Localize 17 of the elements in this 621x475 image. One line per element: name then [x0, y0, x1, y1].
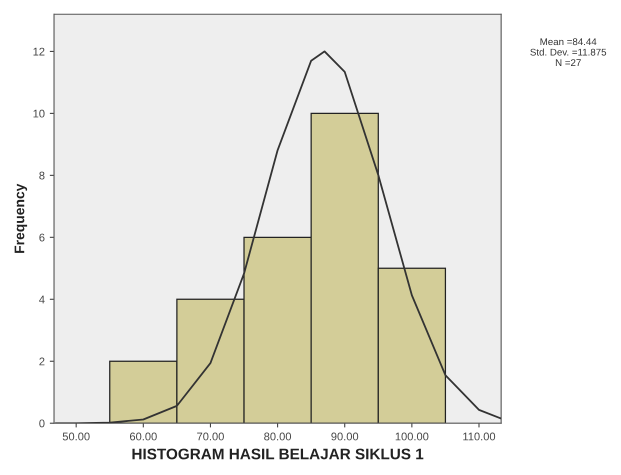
y-tick-label: 10 [33, 110, 45, 118]
text: Mean =84.44 Std. Dev. =11.875 N =27 [530, 38, 606, 66]
y-tick-label: 12 [33, 48, 44, 56]
y-tick-label: 2 [39, 358, 44, 366]
y-tick-label: 6 [39, 234, 45, 242]
x-tick-label: 100.00 [396, 432, 428, 440]
y-tick-label: 4 [39, 296, 45, 304]
x-axis-title: HISTOGRAM HASIL BELAJAR SIKLUS 1 [132, 448, 424, 460]
y-tick-label: 8 [39, 172, 45, 180]
x-tick-label: 50.00 [62, 432, 90, 440]
y-axis-title: Frequency [14, 184, 28, 253]
x-tick-label: 70.00 [197, 432, 224, 440]
y-tick-label: 0 [39, 419, 45, 428]
x-tick-label: 90.00 [331, 432, 358, 440]
x-tick-label: 60.00 [130, 432, 157, 440]
x-tick-label: 110.00 [463, 432, 496, 440]
x-tick-label: 80.00 [264, 432, 292, 440]
